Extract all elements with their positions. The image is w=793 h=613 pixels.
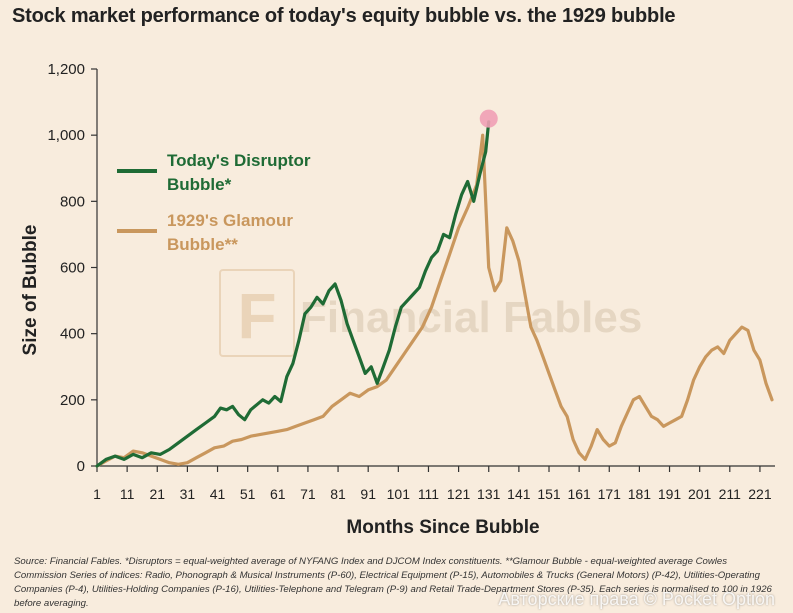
x-tick-label: 71 [300, 486, 316, 502]
x-tick-label: 181 [628, 486, 652, 502]
x-tick-label: 51 [240, 486, 256, 502]
x-tick-label: 161 [567, 486, 591, 502]
line-chart: F Financial Fables Size of Bubble Months… [20, 61, 775, 538]
y-tick-label: 200 [60, 392, 85, 409]
y-tick-label: 600 [60, 260, 85, 277]
x-tick-label: 111 [418, 486, 439, 502]
x-tick-label: 141 [507, 486, 531, 502]
legend-label-glamour: 1929's Glamour Bubble** [167, 211, 298, 254]
x-tick-label: 101 [387, 486, 411, 502]
y-axis-title: Size of Bubble [20, 225, 41, 356]
footnote: Source: Financial Fables. *Disruptors = … [14, 556, 772, 609]
x-axis: 1 11 21 31 41 51 61 71 81 91 101 111 121 131 141 151 161… [93, 465, 775, 502]
y-tick-label: 1,000 [47, 127, 85, 144]
y-tick-label: 800 [60, 193, 85, 210]
x-tick-label: 131 [477, 486, 501, 502]
series-line-glamour [95, 133, 774, 468]
copyright-watermark: Авторские права © Pocket Option [498, 589, 775, 609]
legend-label-glamour-line1: 1929's Glamour [167, 211, 293, 230]
x-tick-label: 91 [360, 486, 376, 502]
legend-label-today: Today's Disruptor Bubble* [167, 151, 315, 194]
series-line-today [95, 120, 491, 468]
x-tick-label: 31 [180, 486, 196, 502]
legend: Today's Disruptor Bubble* 1929's Glamour… [117, 151, 315, 254]
y-tick-label: 400 [60, 326, 85, 343]
x-tick-label: 151 [537, 486, 561, 502]
x-tick-label: 211 [719, 486, 742, 502]
x-tick-label: 121 [447, 486, 471, 502]
brand-watermark: F Financial Fables [219, 269, 642, 357]
x-tick-label: 201 [688, 486, 712, 502]
y-axis: 0 200 400 600 800 1,000 1,200 [47, 61, 98, 475]
x-tick-label: 11 [120, 486, 135, 502]
x-tick-label: 21 [149, 486, 165, 502]
y-tick-label: 1,200 [47, 61, 85, 78]
x-tick-label: 41 [210, 486, 226, 502]
endpoint-marker [479, 109, 498, 128]
x-axis-title: Months Since Bubble [346, 517, 539, 538]
brand-watermark-text: Financial Fables [300, 293, 642, 342]
series-layer [95, 109, 774, 468]
x-tick-label: 221 [748, 486, 772, 502]
legend-label-today-line2: Bubble* [167, 175, 232, 194]
brand-watermark-monogram: F [237, 280, 276, 352]
chart-title: Stock market performance of today's equi… [12, 5, 676, 27]
x-tick-label: 191 [658, 486, 682, 502]
y-tick-label: 0 [77, 458, 85, 475]
x-tick-label: 1 [93, 486, 101, 502]
x-tick-label: 81 [330, 486, 346, 502]
legend-label-glamour-line2: Bubble** [167, 235, 238, 254]
x-tick-label: 61 [270, 486, 286, 502]
legend-label-today-line1: Today's Disruptor [167, 151, 311, 170]
x-tick-label: 171 [598, 486, 622, 502]
